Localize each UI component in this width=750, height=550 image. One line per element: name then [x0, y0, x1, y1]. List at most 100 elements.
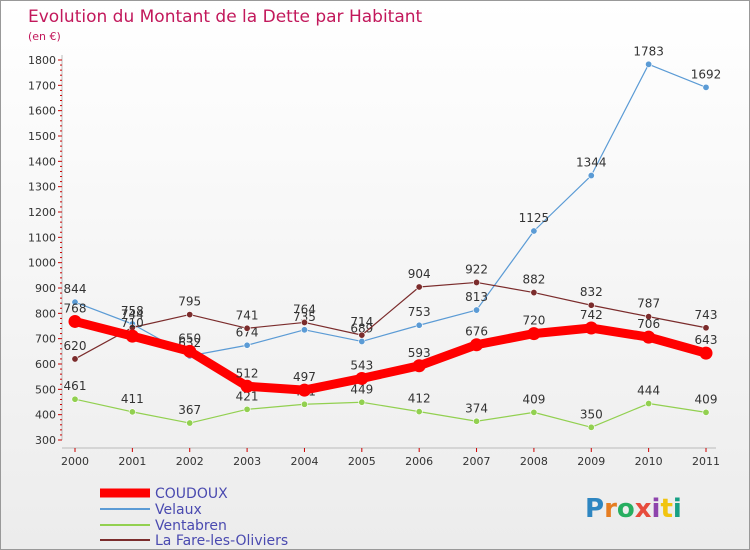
data-label: 743	[695, 308, 718, 322]
data-point	[473, 306, 481, 314]
y-tick-label: 1500	[28, 130, 56, 143]
x-tick-label: 2000	[61, 455, 89, 468]
data-point	[587, 172, 595, 180]
data-point	[587, 301, 595, 309]
data-point	[243, 324, 251, 332]
x-tick-label: 2001	[118, 455, 146, 468]
y-tick-label: 1400	[28, 155, 56, 168]
data-point	[473, 278, 481, 286]
series-line-ventabren	[74, 398, 707, 428]
data-point	[587, 423, 595, 431]
data-label: 593	[408, 346, 431, 360]
data-point	[645, 60, 653, 68]
legend-label: Velaux	[155, 502, 202, 518]
logo-letter: i	[673, 494, 682, 524]
x-tick-label: 2003	[233, 455, 261, 468]
data-label: 409	[522, 392, 545, 406]
data-label: 1125	[519, 211, 550, 225]
data-point	[702, 408, 710, 416]
logo-letter: x	[635, 494, 652, 524]
data-label: 643	[695, 333, 718, 347]
data-point	[530, 408, 538, 416]
y-tick-label: 1700	[28, 79, 56, 92]
data-label: 1344	[576, 156, 607, 170]
logo-letter: o	[617, 494, 635, 524]
x-tick-label: 2009	[577, 455, 605, 468]
series-group: 8447586326747356897538131125134417831692…	[64, 44, 721, 431]
data-label: 764	[293, 302, 316, 316]
x-tick-label: 2010	[635, 455, 663, 468]
y-tick-label: 900	[35, 282, 56, 295]
data-point	[530, 289, 538, 297]
data-point	[702, 324, 710, 332]
data-label: 620	[64, 339, 87, 353]
data-label: 512	[236, 366, 259, 380]
data-point	[300, 400, 308, 408]
data-label: 543	[350, 358, 373, 372]
series-line-velaux	[74, 63, 707, 357]
logo-text: Proxiti	[585, 494, 682, 524]
legend-label: Ventabren	[155, 518, 227, 534]
data-label: 714	[350, 315, 373, 329]
y-tick-label: 1000	[28, 257, 56, 270]
data-point	[702, 83, 710, 91]
y-tick-label: 1100	[28, 231, 56, 244]
data-label: 350	[580, 407, 603, 421]
data-label: 367	[178, 403, 201, 417]
data-point	[297, 383, 311, 397]
data-point	[415, 321, 423, 329]
x-tick-label: 2002	[176, 455, 204, 468]
data-label: 768	[64, 301, 87, 315]
y-tick-label: 400	[35, 409, 56, 422]
data-point	[71, 355, 79, 363]
data-label: 882	[522, 273, 545, 287]
data-point	[642, 330, 656, 344]
data-point	[527, 327, 541, 341]
y-tick-label: 700	[35, 333, 56, 346]
y-tick-label: 300	[35, 434, 56, 447]
data-label: 411	[121, 392, 144, 406]
data-point	[645, 400, 653, 408]
data-point	[645, 313, 653, 321]
y-tick-label: 500	[35, 383, 56, 396]
data-label: 795	[178, 295, 201, 309]
logo-letter: r	[604, 494, 617, 524]
x-tick-label: 2011	[692, 455, 720, 468]
data-point	[358, 398, 366, 406]
data-label: 444	[637, 384, 660, 398]
data-point	[183, 344, 197, 358]
data-point	[358, 337, 366, 345]
data-point	[412, 359, 426, 373]
data-label: 758	[121, 304, 144, 318]
data-point	[530, 227, 538, 235]
data-label: 904	[408, 267, 431, 281]
data-label: 720	[522, 314, 545, 328]
logo-letter: P	[585, 494, 604, 524]
data-label: 744	[121, 308, 144, 322]
data-label: 922	[465, 262, 488, 276]
data-label: 741	[236, 308, 259, 322]
data-point	[358, 331, 366, 339]
y-tick-label: 1300	[28, 181, 56, 194]
data-label: 742	[580, 308, 603, 322]
legend-label: COUDOUX	[155, 486, 228, 502]
data-label: 689	[350, 321, 373, 335]
x-tick-label: 2008	[520, 455, 548, 468]
x-tick-label: 2005	[348, 455, 376, 468]
data-point	[71, 395, 79, 403]
data-label: 409	[695, 392, 718, 406]
x-tick-label: 2007	[463, 455, 491, 468]
data-label: 449	[350, 382, 373, 396]
legend-label: La Fare-les-Oliviers	[155, 533, 288, 549]
data-label: 412	[408, 392, 431, 406]
data-point	[415, 408, 423, 416]
x-tick-label: 2004	[290, 455, 318, 468]
data-point	[355, 371, 369, 385]
series-line-la-fare-les-oliviers	[74, 281, 707, 360]
data-point	[186, 311, 194, 319]
data-label: 374	[465, 401, 488, 415]
y-tick-label: 1600	[28, 105, 56, 118]
data-label: 813	[465, 290, 488, 304]
